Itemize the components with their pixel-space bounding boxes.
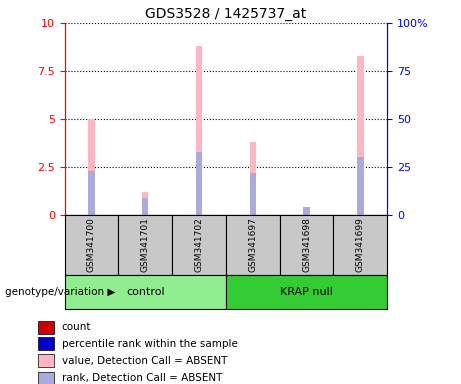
Text: GSM341701: GSM341701 [141,217,150,272]
Bar [226,275,387,309]
Bar [142,198,148,215]
Bar [280,215,333,275]
Text: rank, Detection Call = ABSENT: rank, Detection Call = ABSENT [62,373,222,383]
Bar [303,207,310,215]
Bar [88,119,95,215]
Bar [38,337,53,351]
Text: count: count [62,322,91,332]
Text: GSM341699: GSM341699 [356,217,365,272]
Text: GSM341702: GSM341702 [195,217,203,272]
Title: GDS3528 / 1425737_at: GDS3528 / 1425737_at [145,7,307,21]
Bar [249,173,256,215]
Bar [357,157,364,215]
Bar [142,192,148,215]
Text: GSM341697: GSM341697 [248,217,257,272]
Text: GSM341700: GSM341700 [87,217,96,272]
Bar [303,214,310,215]
Bar [196,46,202,215]
Bar [196,152,202,215]
Bar [333,215,387,275]
Bar [38,354,53,367]
Bar [65,215,118,275]
Text: control: control [126,287,165,297]
Text: GSM341698: GSM341698 [302,217,311,272]
Bar [88,171,95,215]
Text: KRAP null: KRAP null [280,287,333,297]
Text: percentile rank within the sample: percentile rank within the sample [62,339,237,349]
Bar [357,56,364,215]
Bar [118,215,172,275]
Bar [172,215,226,275]
Text: genotype/variation ▶: genotype/variation ▶ [5,287,115,297]
Bar [38,372,53,384]
Bar [38,321,53,334]
Bar [65,275,226,309]
Bar [249,142,256,215]
Text: value, Detection Call = ABSENT: value, Detection Call = ABSENT [62,356,227,366]
Bar [226,215,280,275]
